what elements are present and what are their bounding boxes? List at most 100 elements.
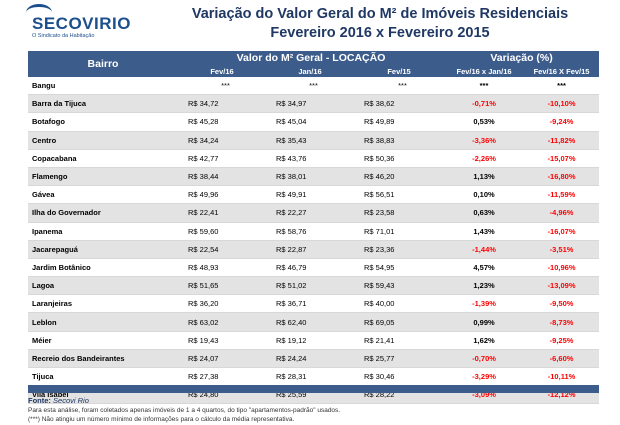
var-fev-cell: -10,96% <box>524 258 600 278</box>
source-name: Secovi Rio <box>53 396 89 405</box>
var-fev-cell: -16,07% <box>524 222 600 241</box>
bairro-cell: Centro <box>28 131 178 150</box>
secovi-logo: SECOVIRIO O Sindicato da Habitação <box>20 4 140 40</box>
footnote-asterisks: (***) Não atingiu um número mínimo de in… <box>28 416 295 423</box>
fev15-cell: R$ 54,95 <box>354 258 445 278</box>
var-jan-cell: -1,44% <box>444 240 525 259</box>
bairro-cell: Tijuca <box>28 367 178 387</box>
bairro-cell: Ipanema <box>28 222 178 241</box>
bairro-cell: Méier <box>28 331 178 350</box>
var-fev-cell: -8,73% <box>524 312 600 332</box>
bairro-cell: Copacabana <box>28 149 178 168</box>
fev15-cell: R$ 40,00 <box>354 294 445 314</box>
table-row: Centro R$ 34,24 R$ 35,43 R$ 38,83 -3,36% -11,… <box>28 131 600 150</box>
table-row: Gávea R$ 49,96 R$ 49,91 R$ 56,51 0,10% -11,59… <box>28 185 600 205</box>
table-row: Botafogo R$ 45,28 R$ 45,04 R$ 49,89 0,53% -9,… <box>28 112 600 132</box>
var-fev-cell: -6,60% <box>524 349 600 369</box>
header-bairro: Bairro <box>28 51 178 77</box>
table-row: Lagoa R$ 51,65 R$ 51,02 R$ 59,43 1,23% -13,09… <box>28 276 600 296</box>
var-fev-cell: -10,10% <box>524 94 600 114</box>
jan16-cell: R$ 51,02 <box>266 276 354 296</box>
fev15-cell: R$ 71,01 <box>354 222 445 241</box>
source-line: Fonte: Secovi Rio <box>28 396 89 405</box>
bairro-cell: Barra da Tijuca <box>28 94 178 114</box>
bairro-cell: Laranjeiras <box>28 294 178 314</box>
fev16-cell: R$ 38,44 <box>178 167 266 187</box>
header-fev16: Fev/16 <box>178 65 266 77</box>
fev16-cell: R$ 49,96 <box>178 185 266 205</box>
var-jan-cell: -0,71% <box>444 94 525 114</box>
header-valor-group: Valor do M² Geral - LOCAÇÃO <box>178 51 445 65</box>
logo-tagline: O Sindicato da Habitação <box>32 33 95 39</box>
bairro-cell: Botafogo <box>28 112 178 132</box>
var-fev-cell: -16,80% <box>524 167 600 187</box>
header-variacao-group: Variação (%) <box>444 51 600 65</box>
var-fev-cell: -3,51% <box>524 240 600 259</box>
fev15-cell: R$ 49,89 <box>354 112 445 132</box>
fev16-cell: R$ 19,43 <box>178 331 266 350</box>
var-fev-cell: -10,11% <box>524 367 600 387</box>
var-jan-cell: 0,10% <box>444 185 525 205</box>
table-row: Leblon R$ 63,02 R$ 62,40 R$ 69,05 0,99% -8,73… <box>28 312 600 332</box>
jan16-cell: R$ 24,24 <box>266 349 354 369</box>
var-fev-cell: -13,09% <box>524 276 600 296</box>
table-row: Jardim Botânico R$ 48,93 R$ 46,79 R$ 54,95 4… <box>28 258 600 278</box>
fev15-cell: R$ 23,36 <box>354 240 445 259</box>
var-jan-cell: 4,57% <box>444 258 525 278</box>
bairro-cell: Jacarepaguá <box>28 240 178 259</box>
fev16-cell: R$ 63,02 <box>178 312 266 332</box>
table-row: Flamengo R$ 38,44 R$ 38,01 R$ 46,20 1,13% -16… <box>28 167 600 187</box>
fev16-cell: R$ 22,41 <box>178 203 266 223</box>
table-row: Méier R$ 19,43 R$ 19,12 R$ 21,41 1,62% -9,25% <box>28 331 600 350</box>
jan16-cell: R$ 22,87 <box>266 240 354 259</box>
fev15-cell: R$ 38,83 <box>354 131 445 150</box>
table-row: Barra da Tijuca R$ 34,72 R$ 34,97 R$ 38,62-… <box>28 94 600 114</box>
bairro-cell: Ilha do Governador <box>28 203 178 223</box>
var-fev-cell: -9,50% <box>524 294 600 314</box>
fev15-cell: R$ 38,62 <box>354 94 445 114</box>
jan16-cell: R$ 43,76 <box>266 149 354 168</box>
fev16-cell: R$ 34,72 <box>178 94 266 114</box>
jan16-cell: R$ 45,04 <box>266 112 354 132</box>
var-jan-cell: -1,39% <box>444 294 525 314</box>
bairro-cell: Lagoa <box>28 276 178 296</box>
fev16-cell: *** <box>178 77 266 96</box>
var-fev-cell: -15,07% <box>524 149 600 168</box>
jan16-cell: R$ 49,91 <box>266 185 354 205</box>
fev16-cell: R$ 59,60 <box>178 222 266 241</box>
jan16-cell: R$ 28,31 <box>266 367 354 387</box>
logo-arc-icon <box>26 4 52 21</box>
fev16-cell: R$ 45,28 <box>178 112 266 132</box>
var-jan-cell: 0,53% <box>444 112 525 132</box>
table-row: Laranjeiras R$ 36,20 R$ 36,71 R$ 40,00 -1,39… <box>28 294 600 314</box>
var-jan-cell: -3,29% <box>444 367 525 387</box>
var-jan-cell: 1,13% <box>444 167 525 187</box>
page-title: Variação do Valor Geral do M² de Imóveis… <box>191 6 569 22</box>
bairro-cell: Leblon <box>28 312 178 332</box>
jan16-cell: R$ 19,12 <box>266 331 354 350</box>
table-bottom-bar <box>28 385 599 393</box>
fev16-cell: R$ 51,65 <box>178 276 266 296</box>
fev15-cell: R$ 56,51 <box>354 185 445 205</box>
table-row: Copacabana R$ 42,77 R$ 43,76 R$ 50,36 -2,26%… <box>28 149 600 168</box>
fev16-cell: R$ 36,20 <box>178 294 266 314</box>
fev15-cell: R$ 30,46 <box>354 367 445 387</box>
jan16-cell: R$ 35,43 <box>266 131 354 150</box>
header-var-jan: Fev/16 x Jan/16 <box>444 65 525 77</box>
bairro-cell: Bangu <box>28 77 178 96</box>
fev16-cell: R$ 34,24 <box>178 131 266 150</box>
table-row: Tijuca R$ 27,38 R$ 28,31 R$ 30,46 -3,29% -10,… <box>28 367 600 387</box>
var-fev-cell: -9,25% <box>524 331 600 350</box>
fev15-cell: *** <box>354 77 445 96</box>
var-jan-cell: 0,99% <box>444 312 525 332</box>
bairro-cell: Jardim Botânico <box>28 258 178 278</box>
source-label: Fonte: <box>28 396 51 405</box>
header-fev15: Fev/15 <box>354 65 445 77</box>
var-fev-cell: -4,96% <box>524 203 600 223</box>
var-fev-cell: -9,24% <box>524 112 600 132</box>
fev16-cell: R$ 24,07 <box>178 349 266 369</box>
var-jan-cell: 1,43% <box>444 222 525 241</box>
var-jan-cell: -0,70% <box>444 349 525 369</box>
fev15-cell: R$ 59,43 <box>354 276 445 296</box>
var-jan-cell: -3,36% <box>444 131 525 150</box>
